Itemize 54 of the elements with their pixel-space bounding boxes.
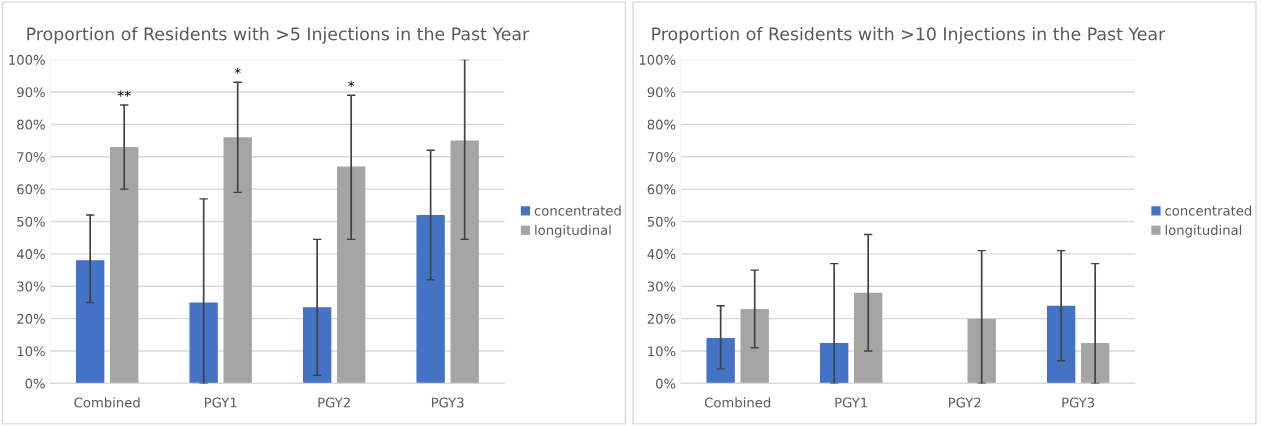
y-tick-label: 90% (17, 87, 45, 98)
y-tick-label: 90% (647, 87, 676, 98)
y-tick-label: 60% (647, 184, 676, 195)
x-tick-label: Combined (704, 397, 770, 408)
y-tick-label: 50% (647, 216, 676, 227)
y-tick-label: 100% (639, 54, 676, 65)
y-tick-label: 70% (17, 151, 45, 162)
y-tick-label: 100% (9, 54, 45, 65)
bar (967, 318, 996, 384)
annotation: * (348, 80, 355, 87)
x-tick-label: PGY1 (835, 397, 867, 408)
annotation: * (234, 67, 241, 75)
y-tick-label: 40% (16, 249, 45, 260)
y-tick-label: 80% (647, 119, 676, 130)
y-tick-label: 10% (648, 346, 676, 357)
bar (1046, 305, 1076, 384)
bar (854, 292, 883, 384)
legend-label: longitudinal (1165, 224, 1242, 238)
y-tick-label: 20% (17, 313, 45, 324)
x-tick-label: PGY3 (1062, 397, 1095, 408)
x-tick-label: PGY1 (204, 397, 237, 408)
bar (189, 302, 218, 384)
y-tick-label: 0% (656, 378, 676, 389)
y-tick-label: 30% (17, 281, 45, 292)
bar (223, 137, 252, 384)
bar (450, 140, 479, 384)
chart-title: Proportion of Residents with >5 Injections in the Past Year (27, 27, 530, 44)
x-tick-label: PGY2 (948, 397, 981, 408)
legend-label: longitudinal (535, 224, 611, 238)
y-tick-label: 10% (17, 346, 45, 357)
bar (740, 308, 769, 384)
bar (1080, 342, 1110, 384)
legend-label: concentrated (534, 205, 621, 216)
annotation: ** (117, 90, 131, 97)
legend-label: concentrated (1165, 205, 1252, 216)
bar (75, 260, 105, 384)
x-tick-label: Combined (74, 397, 140, 408)
y-tick-label: 80% (17, 119, 45, 130)
x-tick-label: PGY3 (431, 397, 464, 408)
y-tick-label: 60% (17, 184, 45, 195)
bar (110, 147, 139, 384)
bar (819, 342, 849, 384)
y-tick-label: 20% (647, 313, 676, 324)
y-tick-label: 40% (647, 249, 676, 260)
bar (337, 166, 366, 384)
bar (706, 338, 735, 384)
y-tick-label: 30% (647, 281, 676, 292)
bar (416, 215, 445, 384)
y-tick-label: 0% (25, 378, 45, 389)
chart-title: Proportion of Residents with >10 Injections in the Past Year (652, 27, 1166, 44)
x-tick-label: PGY2 (318, 397, 350, 408)
y-tick-label: 70% (647, 151, 676, 162)
y-tick-label: 50% (17, 216, 45, 227)
bar (302, 307, 332, 384)
